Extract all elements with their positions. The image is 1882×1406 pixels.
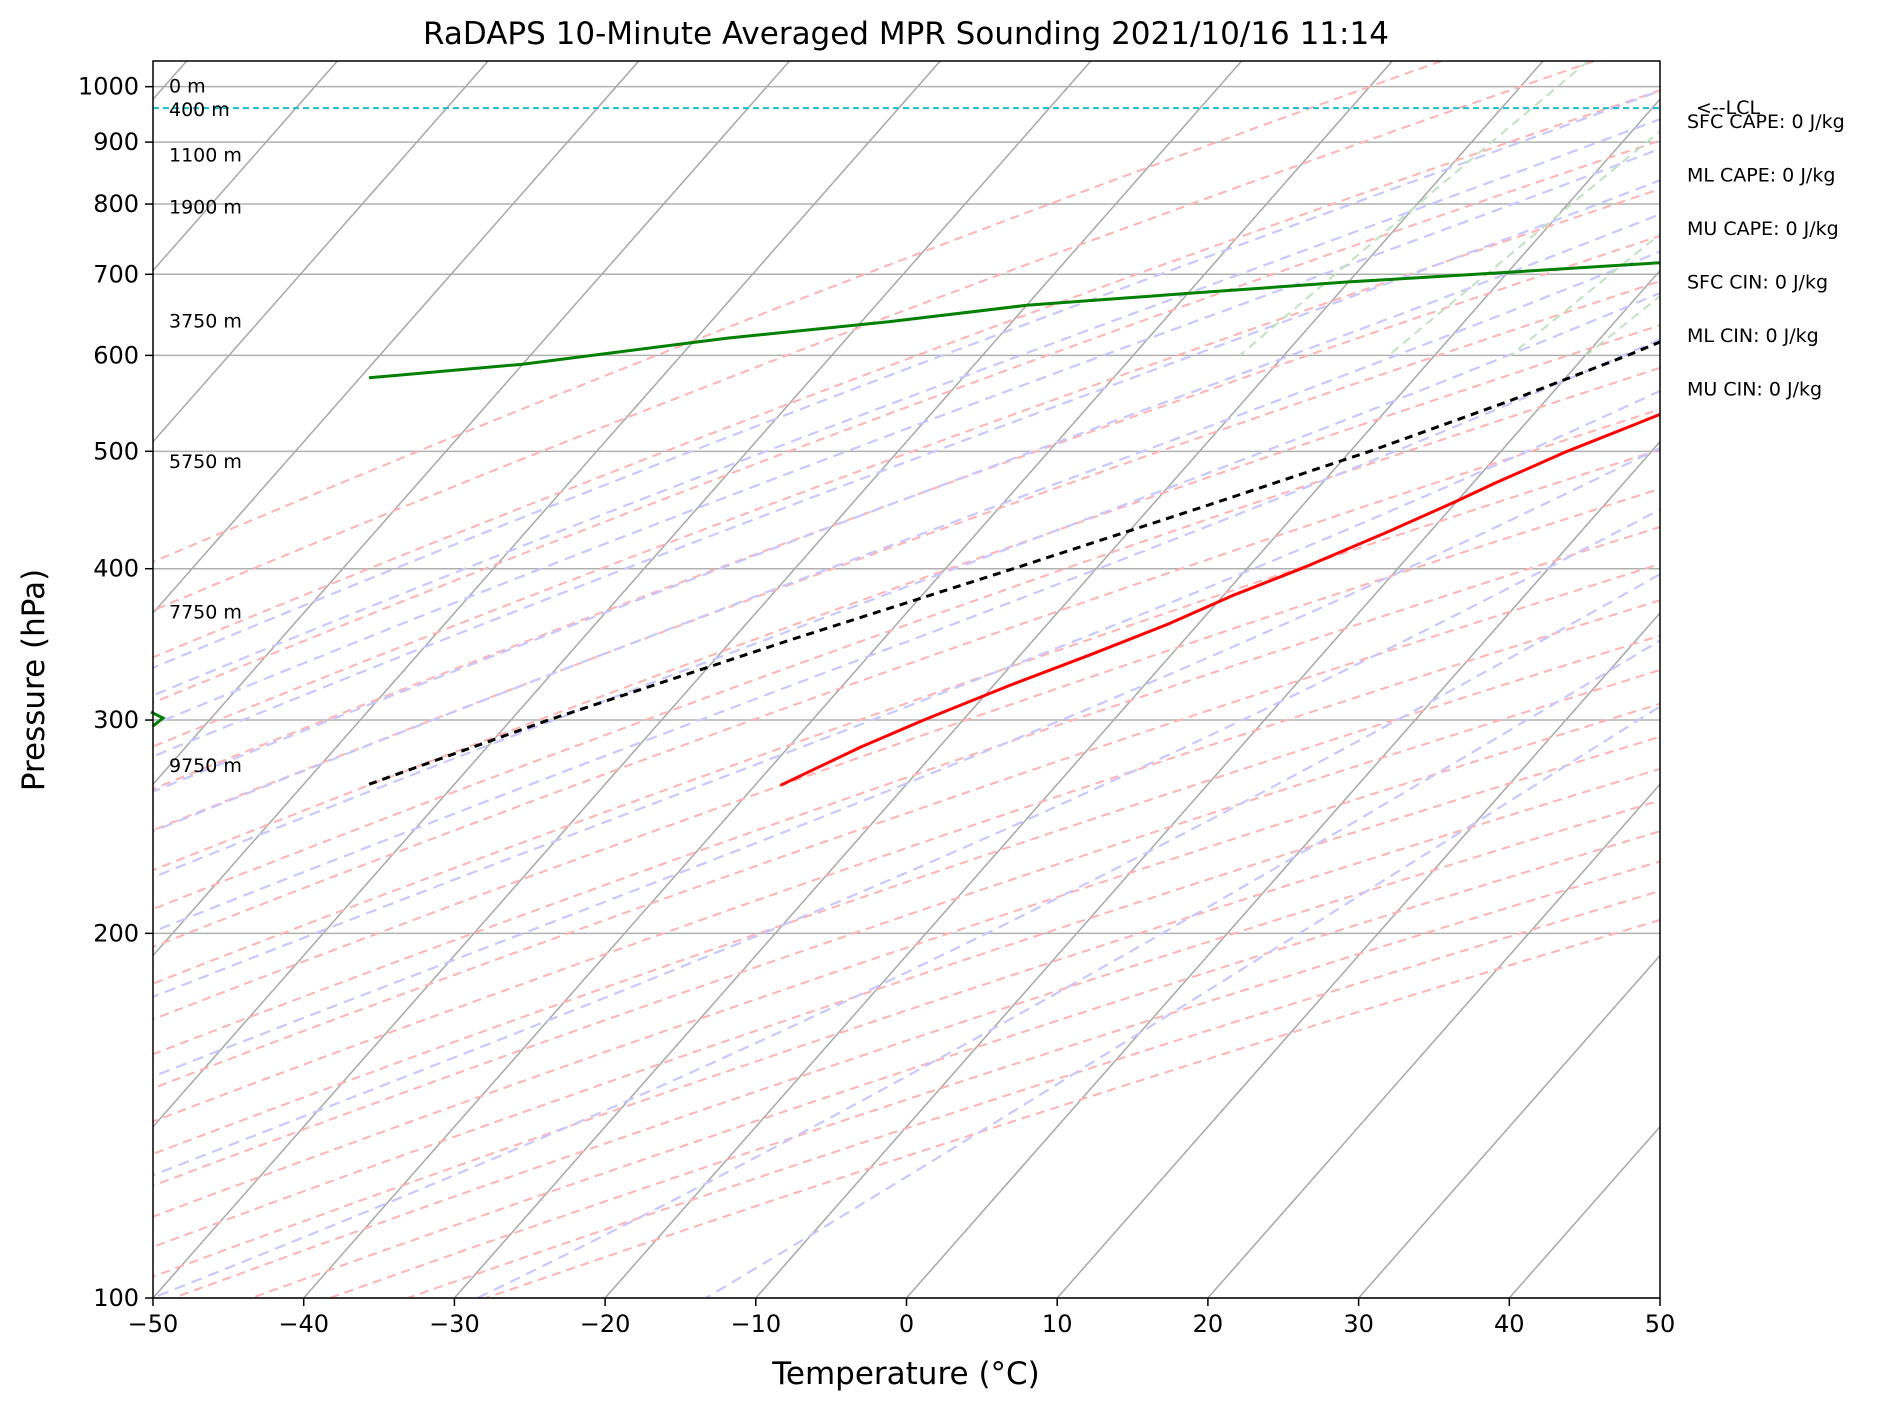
temperature-profile <box>779 412 1660 787</box>
x-tick-label: 0 <box>899 1310 914 1338</box>
isotherm-line <box>604 98 1660 1298</box>
index-label: ML CIN: 0 J/kg <box>1687 325 1819 347</box>
y-tick-label: 400 <box>93 555 139 583</box>
x-tick-label: −20 <box>580 1310 631 1338</box>
x-tick-label: 30 <box>1343 1310 1374 1338</box>
y-tick-label: 900 <box>93 128 139 156</box>
y-tick-label: 300 <box>93 706 139 734</box>
index-label: SFC CIN: 0 J/kg <box>1687 272 1828 294</box>
wind-barbs <box>150 710 166 728</box>
height-labels: 9750 m 7750 m 5750 m 3750 m 1900 m 1100 m 400 … <box>169 76 242 777</box>
index-label: MU CAPE: 0 J/kg <box>1687 218 1839 240</box>
y-tick-label: 800 <box>93 190 139 218</box>
height-label: 400 m <box>169 99 230 121</box>
dry-adiabat <box>153 61 1595 612</box>
moist-adiabat <box>153 89 1660 670</box>
mixing-ratio-line <box>1387 129 1660 357</box>
height-label: 1900 m <box>169 196 242 218</box>
stability-indices: SFC CAPE: 0 J/kg ML CAPE: 0 J/kg MU CAPE: … <box>1687 111 1845 401</box>
y-axis-ticks: 100 200 300 400 500 600 700 800 900 1000 <box>78 73 153 1312</box>
isotherm-line <box>153 61 1243 1298</box>
height-label: 0 m <box>169 76 206 98</box>
isotherm-line <box>153 61 941 957</box>
moist-adiabat <box>153 389 1660 999</box>
y-tick-label: 600 <box>93 341 139 369</box>
x-tick-label: −40 <box>278 1310 329 1338</box>
y-tick-label: 700 <box>93 260 139 288</box>
chart-title: RaDAPS 10-Minute Averaged MPR Sounding 2… <box>423 16 1389 52</box>
moist-adiabat <box>153 508 1660 1177</box>
isotherm-line <box>755 269 1660 1298</box>
x-tick-label: −50 <box>128 1310 179 1338</box>
dry-adiabat <box>153 324 1660 872</box>
lcl-label: <--LCL <box>1696 97 1760 119</box>
index-label: SFC CAPE: 0 J/kg <box>1687 111 1845 133</box>
x-axis-ticks: −50 −40 −30 −20 −10 0 10 20 30 40 50 <box>128 1298 1676 1338</box>
mixing-ratio-lines <box>1239 61 1660 357</box>
mixing-ratio-line <box>1239 61 1589 357</box>
height-label: 7750 m <box>169 602 242 624</box>
moist-adiabat <box>153 338 1660 933</box>
dry-adiabat <box>153 669 1660 1187</box>
dry-adiabat <box>153 188 1660 748</box>
moist-adiabat <box>153 250 1660 833</box>
isotherm-line <box>1207 783 1660 1298</box>
dewpoint-profile <box>368 261 1660 380</box>
height-label: 5750 m <box>169 451 242 473</box>
moist-adiabat <box>153 147 1660 726</box>
x-tick-label: −10 <box>730 1310 781 1338</box>
x-tick-label: −30 <box>429 1310 480 1338</box>
isotherm-line <box>153 61 489 443</box>
index-label: MU CIN: 0 J/kg <box>1687 379 1822 401</box>
y-tick-label: 200 <box>93 919 139 947</box>
x-tick-label: 20 <box>1193 1310 1224 1338</box>
dry-adiabat <box>153 525 1660 1056</box>
y-tick-label: 100 <box>93 1284 139 1312</box>
moist-adiabat <box>705 705 1660 1298</box>
x-tick-label: 40 <box>1494 1310 1525 1338</box>
dry-adiabat <box>153 366 1660 911</box>
dry-adiabat <box>153 234 1660 791</box>
reference-lines <box>153 61 1660 1298</box>
moist-adiabats <box>153 89 1660 1298</box>
height-label: 9750 m <box>169 755 242 777</box>
dry-adiabats <box>153 61 1660 1298</box>
dry-adiabat <box>153 487 1660 1021</box>
profiles <box>365 261 1660 787</box>
isotherm-line <box>453 61 1544 1298</box>
dry-adiabat <box>153 702 1660 1218</box>
moist-adiabat <box>153 213 1660 793</box>
y-tick-label: 1000 <box>78 73 139 101</box>
height-label: 3750 m <box>169 310 242 332</box>
isotherms <box>153 61 1660 1298</box>
moist-adiabat <box>153 291 1660 879</box>
x-axis-label: Temperature (°C) <box>771 1356 1040 1392</box>
moist-adiabat <box>153 117 1660 697</box>
isotherm-line <box>153 61 640 615</box>
height-label: 1100 m <box>169 145 242 167</box>
x-tick-label: 50 <box>1645 1310 1676 1338</box>
x-tick-label: 10 <box>1042 1310 1073 1338</box>
isotherm-line <box>1358 954 1660 1298</box>
isotherm-line <box>1056 611 1660 1298</box>
dry-adiabat <box>153 562 1660 1090</box>
y-tick-label: 500 <box>93 437 139 465</box>
moist-adiabat <box>477 639 1660 1298</box>
isotherm-line <box>153 61 791 786</box>
isotherm-line <box>303 61 1393 1298</box>
isotherm-line <box>153 61 338 272</box>
isotherm-line <box>153 61 1092 1128</box>
moist-adiabat <box>153 179 1660 758</box>
isotherm-line <box>905 440 1660 1298</box>
y-axis-label: Pressure (hPa) <box>16 569 52 791</box>
index-label: ML CAPE: 0 J/kg <box>1687 165 1835 187</box>
wind-barb <box>150 710 166 728</box>
